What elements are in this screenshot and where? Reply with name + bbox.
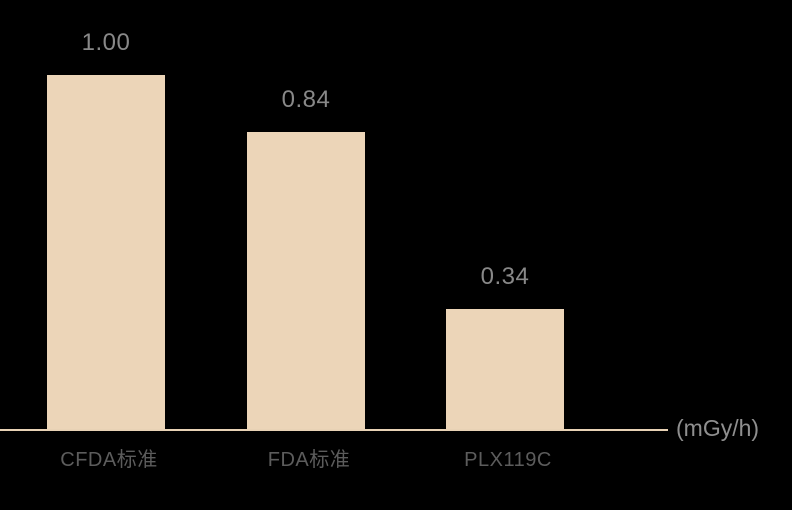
- x-axis-line: [0, 429, 668, 431]
- bar: [446, 309, 564, 429]
- bar-value-label: 1.00: [81, 29, 131, 56]
- category-label: CFDA标准: [60, 449, 158, 471]
- bar-value-label: 0.34: [480, 263, 530, 290]
- bar: [247, 132, 365, 429]
- category-label: PLX119C: [464, 449, 552, 471]
- axis-unit-label: (mGy/h): [676, 415, 760, 441]
- bar: [47, 75, 165, 429]
- bar-value-label: 0.84: [281, 86, 331, 113]
- category-label: FDA标准: [267, 449, 351, 471]
